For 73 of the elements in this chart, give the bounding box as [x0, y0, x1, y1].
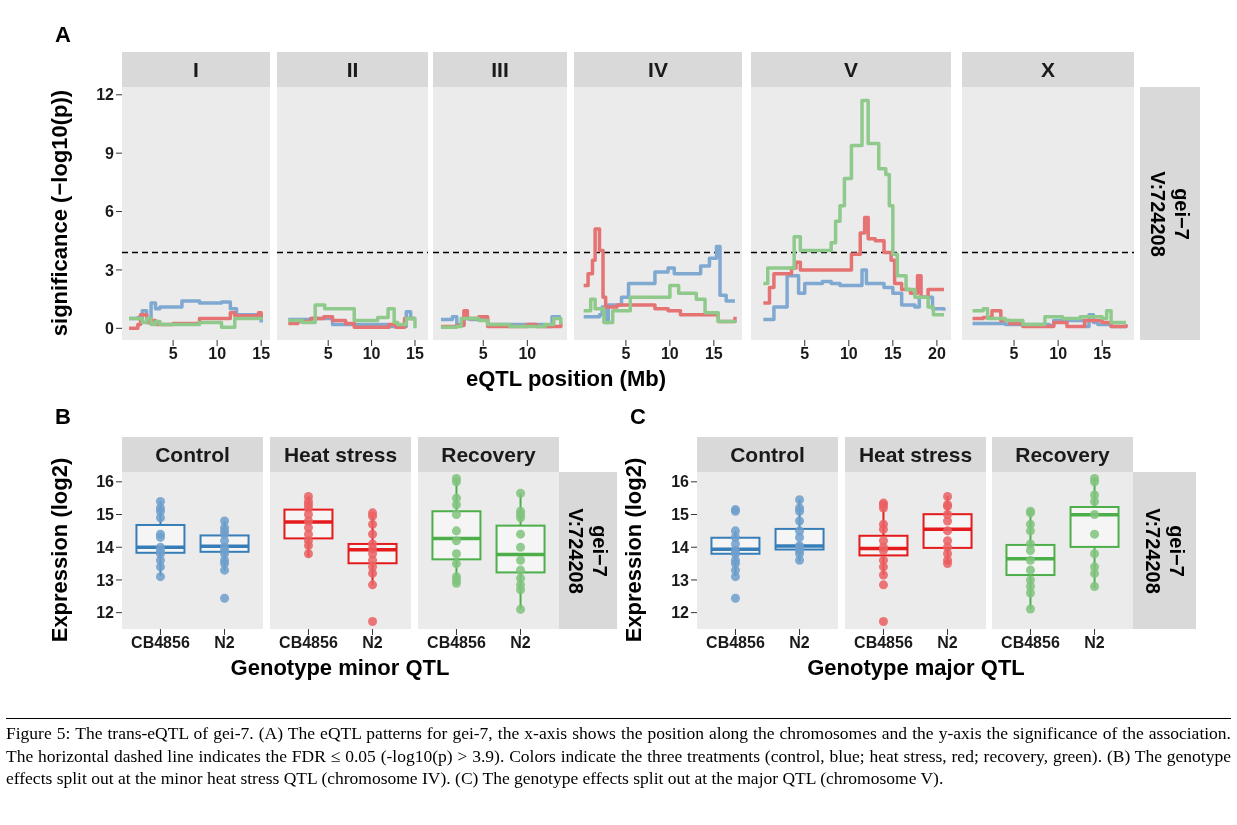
y-axis-title: significance (−log10(p))	[47, 88, 73, 338]
x-tick-label: 10	[839, 345, 858, 363]
y-tick-label: 12	[671, 604, 690, 622]
y-tick-label: 13	[671, 571, 690, 589]
x-axis-title: eQTL position (Mb)	[465, 366, 667, 392]
text: C	[630, 404, 646, 430]
text: V:724208	[564, 506, 588, 596]
y-tick-label: 14	[671, 538, 690, 556]
text: gei−7	[588, 523, 612, 579]
x-tick-label: 5	[1009, 345, 1019, 363]
x-axis-title: Genotype minor QTL	[229, 655, 451, 681]
chart-title: III	[433, 52, 567, 87]
x-tick-label: CB4856	[279, 634, 338, 652]
chart-title: Control	[122, 437, 263, 472]
y-tick-label: 12	[96, 604, 115, 622]
y-tick-label: 9	[105, 144, 115, 162]
y-tick-label: 15	[671, 506, 690, 524]
y-tick-label: 13	[96, 571, 115, 589]
chart-title: II	[277, 52, 428, 87]
x-tick-label: 5	[478, 345, 488, 363]
y-tick-label: 16	[671, 473, 690, 491]
x-tick-label: CB4856	[427, 634, 486, 652]
x-tick-label: CB4856	[131, 634, 190, 652]
x-tick-label: CB4856	[854, 634, 913, 652]
y-tick-label: 6	[105, 203, 115, 221]
chart-title: I	[122, 52, 270, 87]
x-tick-label: 15	[883, 345, 902, 363]
x-tick-label: N2	[937, 634, 958, 652]
x-tick-label: 20	[928, 345, 946, 363]
y-tick-label: 15	[96, 506, 115, 524]
text: A	[55, 22, 71, 48]
x-tick-label: 15	[252, 345, 271, 363]
x-tick-label: 5	[168, 345, 178, 363]
x-tick-label: N2	[789, 634, 810, 652]
x-tick-label: 10	[208, 345, 227, 363]
x-tick-label: 15	[704, 345, 723, 363]
y-tick-label: 0	[105, 320, 115, 337]
chart-title: X	[962, 52, 1134, 87]
x-tick-label: 5	[323, 345, 333, 363]
y-tick-label: 3	[105, 261, 115, 279]
x-tick-label: 10	[518, 345, 537, 363]
text: gei−7	[1170, 186, 1194, 242]
y-axis-title: Expression (log2)	[47, 457, 72, 642]
text: gei−7	[1164, 523, 1189, 579]
text: V:724208	[1146, 169, 1170, 259]
chart-title: Heat stress	[845, 437, 986, 472]
chart-title: Recovery	[418, 437, 559, 472]
chart-title: Heat stress	[270, 437, 411, 472]
x-tick-label: 10	[660, 345, 679, 363]
caption: Figure 5: The trans-eQTL of gei-7. (A) The eQTL patterns for gei-7, the x-axis shows the position along the chromosomes and the y-axis the significance of the association. The horizontal dashed line indicates the FDR ≤ 0.05 (-log10(p) > 3.9). Colors indicate the three treatments (control, blue; heat stress, red; recovery, green). (B) The genotype effects split out at the minor heat stress QTL (chromosome IV). (C) The genotype effects split out at the major QTL (chromosome V).	[6, 722, 1231, 790]
x-tick-label: CB4856	[1001, 634, 1060, 652]
y-tick-label: 12	[96, 86, 115, 104]
x-tick-label: N2	[214, 634, 235, 652]
x-axis-title: Genotype major QTL	[806, 655, 1026, 681]
x-tick-label: 15	[406, 345, 424, 363]
x-tick-label: 10	[1049, 345, 1068, 363]
chart-title: Recovery	[992, 437, 1133, 472]
x-tick-label: 10	[362, 345, 381, 363]
y-tick-label: 16	[96, 473, 115, 491]
y-axis-title: Expression (log2)	[621, 457, 646, 642]
text: B	[55, 404, 71, 430]
y-tick-label: 14	[96, 538, 115, 556]
text: V:724208	[1140, 506, 1165, 596]
x-tick-label: 5	[621, 345, 631, 363]
x-tick-label: CB4856	[706, 634, 765, 652]
chart-title: Control	[697, 437, 838, 472]
x-tick-label: N2	[1084, 634, 1105, 652]
chart-title: V	[751, 52, 951, 87]
x-tick-label: 5	[800, 345, 810, 363]
chart-title: IV	[574, 52, 742, 87]
x-tick-label: N2	[362, 634, 383, 652]
x-tick-label: 15	[1093, 345, 1112, 363]
x-tick-label: N2	[510, 634, 531, 652]
